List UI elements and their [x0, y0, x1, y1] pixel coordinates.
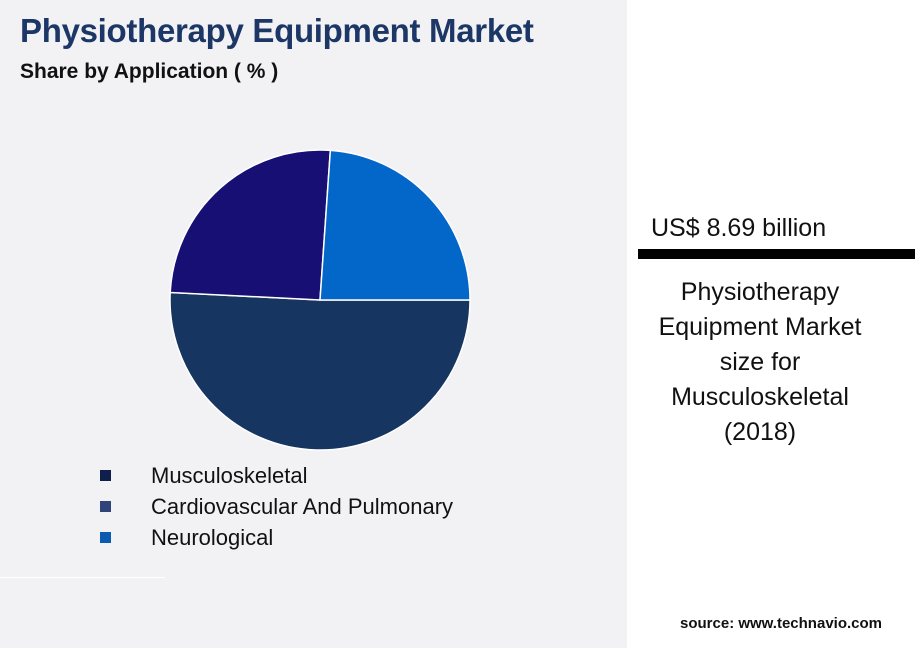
side-panel — [627, 0, 915, 648]
market-size-value: US$ 8.69 billion — [651, 214, 827, 242]
pie-slice-neurological — [319, 149, 471, 301]
legend-swatch — [100, 501, 111, 512]
divider-bar — [638, 249, 915, 259]
market-size-description: Physiotherapy Equipment Market size for … — [658, 278, 862, 446]
legend-swatch — [100, 470, 111, 481]
legend-label: Cardiovascular And Pulmonary — [151, 493, 454, 519]
legend-label: Neurological — [151, 524, 274, 550]
source-text: source: www.technavio.com — [680, 615, 882, 632]
legend-item-neurological: Neurological — [100, 522, 453, 553]
legend-label: Musculoskeletal — [151, 462, 308, 488]
legend: Musculoskeletal Cardiovascular And Pulmo… — [100, 460, 453, 553]
legend-item-musculoskeletal: Musculoskeletal — [100, 460, 453, 491]
pie-chart — [169, 149, 471, 451]
divider — [0, 577, 165, 578]
legend-swatch — [100, 532, 111, 543]
chart-subtitle: Share by Application ( % ) — [20, 60, 279, 83]
legend-item-cardiovascular: Cardiovascular And Pulmonary — [100, 491, 453, 522]
pie-slice-cardiovascular-and-pulmonary — [169, 149, 332, 301]
chart-title: Physiotherapy Equipment Market — [20, 12, 534, 49]
pie-slice-musculoskeletal — [169, 291, 471, 451]
